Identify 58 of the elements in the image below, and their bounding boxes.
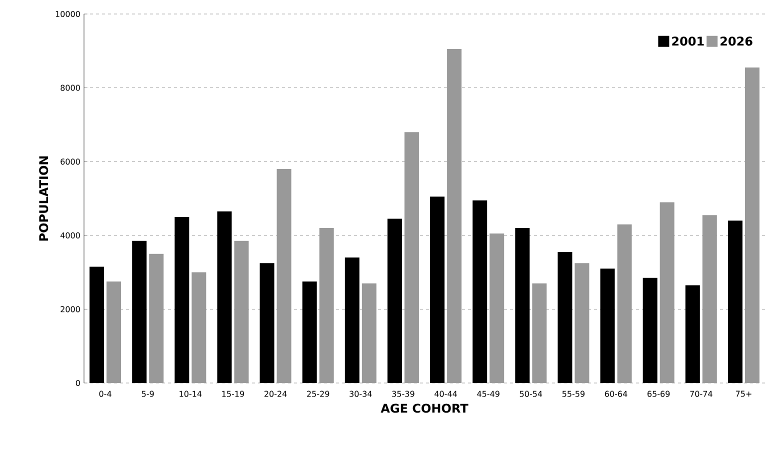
legend-label: 2026: [720, 36, 752, 46]
x-axis-title: AGE COHORT: [380, 404, 468, 413]
bar: [744, 68, 760, 383]
bar: [132, 240, 147, 383]
x-tick-label: 75+: [736, 390, 752, 397]
bar: [490, 234, 504, 383]
y-tick-label: 8000: [60, 84, 80, 91]
bar: [430, 196, 445, 383]
x-tick-label: 60-64: [604, 390, 628, 397]
bar: [344, 258, 360, 383]
bar: [617, 224, 632, 383]
bar: [472, 200, 488, 383]
bar: [685, 285, 700, 383]
bar: [558, 252, 572, 383]
bar: [362, 283, 376, 383]
bar: [728, 220, 742, 383]
x-tick-label: 45-49: [477, 390, 500, 397]
x-tick-label: 30-34: [350, 390, 372, 397]
bar: [319, 228, 334, 383]
bar: [106, 282, 122, 383]
x-tick-label: 0-4: [99, 390, 112, 397]
bar: [174, 216, 190, 383]
x-tick-label: 25-29: [307, 390, 330, 397]
bar: [217, 211, 232, 383]
x-tick-label: 50-54: [520, 390, 542, 397]
bar: [302, 282, 317, 383]
bar: [532, 283, 547, 383]
y-tick-label: 10000: [56, 10, 80, 18]
x-tick-label: 20-24: [264, 390, 287, 397]
bar: [702, 215, 717, 383]
bar: [149, 254, 164, 383]
x-tick-label: 70-74: [690, 390, 712, 397]
x-tick-label: 10-14: [180, 390, 202, 397]
x-tick-label: 40-44: [434, 390, 457, 397]
bar: [515, 228, 530, 383]
y-tick-label: 4000: [60, 232, 80, 238]
legend-label: 2001: [672, 36, 704, 46]
bar: [90, 266, 104, 383]
x-tick-label: 65-69: [648, 390, 670, 397]
bar: [642, 278, 658, 383]
bar: [260, 263, 274, 383]
bar: [600, 268, 615, 383]
bar: [660, 202, 674, 383]
y-axis-title: POPULATION: [39, 156, 48, 241]
y-tick-label: 2000: [60, 306, 80, 312]
y-tick-label: 6000: [60, 158, 80, 165]
x-tick-label: 35-39: [392, 390, 414, 397]
bar: [192, 272, 206, 383]
x-tick-label: 55-59: [562, 390, 585, 397]
bar: [387, 218, 402, 383]
x-tick-label: 15-19: [222, 390, 244, 397]
bar: [447, 49, 462, 383]
bar: [404, 132, 419, 383]
bar: [276, 168, 292, 383]
y-tick-label: 0: [76, 380, 80, 386]
x-tick-label: 5-9: [142, 390, 154, 397]
bar: [234, 240, 249, 383]
bar: [574, 263, 590, 383]
